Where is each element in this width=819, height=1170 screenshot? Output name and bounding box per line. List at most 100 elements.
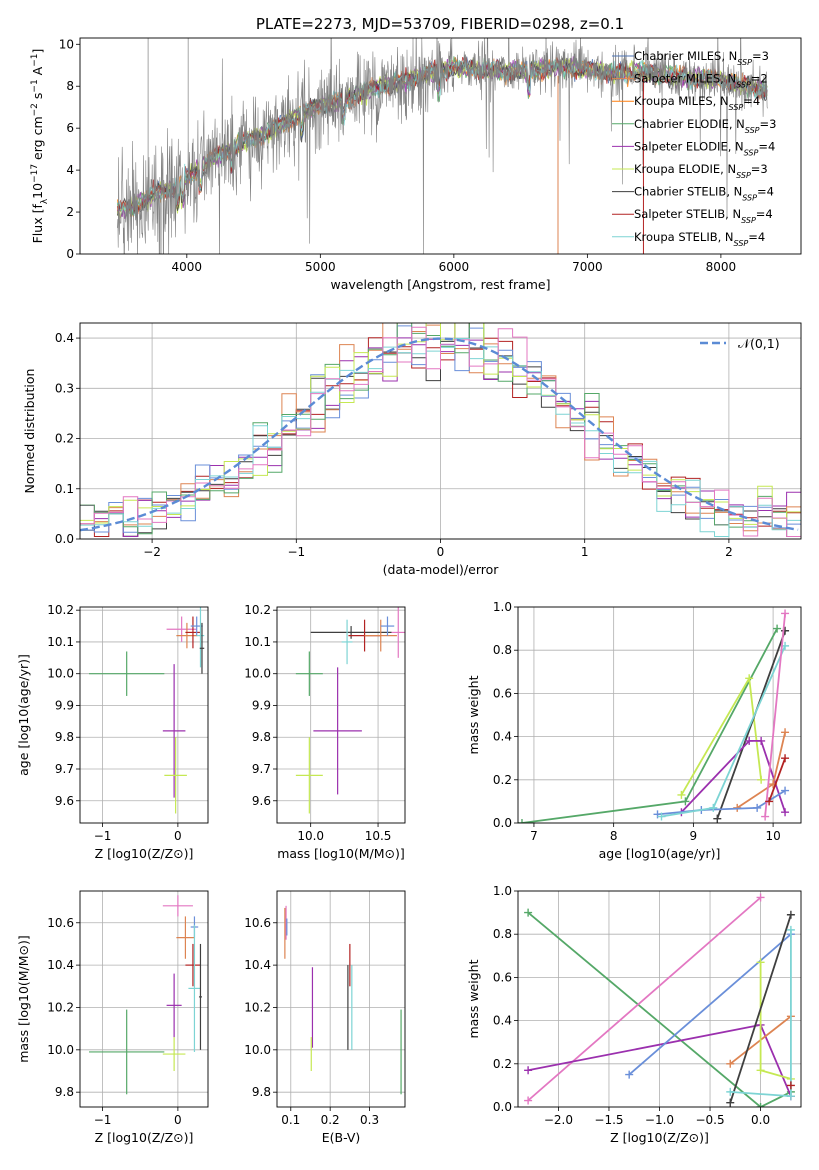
y-tick-label: 9.9 <box>55 698 74 712</box>
legend-label: Kroupa MILES, NSSP=4 <box>634 94 760 112</box>
y-tick-label: 10.1 <box>47 635 74 649</box>
weight-marker <box>781 626 790 635</box>
y-axis-label: Normed distribution <box>22 369 37 494</box>
y-axis-label: Flux [fλ10−17 erg cm−2 s−1 A−1] <box>30 49 50 244</box>
axes-frame <box>79 890 209 1108</box>
data-point <box>162 664 186 798</box>
y-tick-label: 9.6 <box>252 794 271 808</box>
y-tick-label: 0.2 <box>493 773 512 787</box>
panel-weight-vs-age: 7 8 9 10 0.0 0.2 0.4 0.6 0.8 1.0 age [log10(age/yr… <box>466 600 802 861</box>
axes-frame <box>79 322 802 540</box>
y-tick-label: 0.8 <box>493 927 512 941</box>
data-point <box>176 622 198 649</box>
x-tick-label: −1 <box>94 1113 112 1127</box>
plot-area <box>116 38 768 254</box>
weight-marker <box>756 958 765 967</box>
y-tick-label: 9.8 <box>252 730 271 744</box>
observed-spectrum <box>117 38 768 254</box>
plot-area <box>518 609 790 823</box>
x-tick-label: −1.0 <box>645 1113 674 1127</box>
x-tick-label: 8000 <box>706 260 737 274</box>
legend-label: Salpeter MILES, NSSP=2 <box>634 72 768 90</box>
y-tick-label: 0 <box>66 247 74 261</box>
histogram-series-8 <box>80 326 801 537</box>
y-tick-label: 0.6 <box>493 970 512 984</box>
data-point <box>310 626 392 639</box>
weight-line <box>716 630 786 820</box>
legend-label: Kroupa STELIB, NSSP=4 <box>634 230 765 248</box>
data-point <box>166 616 197 642</box>
y-tick-label: 0.4 <box>55 331 74 345</box>
y-tick-label: 10.0 <box>244 667 271 681</box>
data-point <box>89 1009 165 1095</box>
data-point <box>198 943 202 1050</box>
x-axis-label: wavelength [Angstrom, rest frame] <box>330 277 550 292</box>
plot-area <box>89 895 202 1095</box>
y-tick-label: 9.7 <box>55 762 74 776</box>
y-tick-label: 10.2 <box>244 1000 271 1014</box>
plot-area <box>284 905 402 1095</box>
weight-marker <box>745 674 754 683</box>
weight-series-1 <box>524 893 765 1105</box>
data-point <box>188 924 201 1052</box>
x-tick-label: −1 <box>287 545 305 559</box>
x-tick-label: 7000 <box>572 260 603 274</box>
x-axis-label: Z [log10(Z/Z⊙)] <box>95 846 194 861</box>
panel-residuals: −2 −1 0 1 2 0.0 0.1 0.2 0.3 0.4 (data-model)/error… <box>22 322 802 577</box>
data-point <box>162 895 193 917</box>
y-tick-label: 10.0 <box>47 667 74 681</box>
weight-line <box>628 933 792 1076</box>
x-tick-label: 10 <box>765 829 780 843</box>
y-tick-label: 1.0 <box>493 884 512 898</box>
weight-series-7 <box>761 609 790 821</box>
x-tick-label: −1 <box>94 829 112 843</box>
x-axis-label: E(B-V) <box>322 1130 361 1145</box>
weight-line <box>764 613 786 817</box>
weight-marker <box>726 1087 735 1096</box>
legend-label: Salpeter ELODIE, NSSP=4 <box>634 139 775 157</box>
y-tick-label: 9.8 <box>55 1085 74 1099</box>
y-tick-label: 9.7 <box>252 762 271 776</box>
x-tick-label: 0.1 <box>281 1113 300 1127</box>
data-point <box>196 607 205 668</box>
data-point <box>164 737 187 814</box>
weight-series-8 <box>786 1081 795 1090</box>
weight-marker <box>765 797 774 806</box>
weight-marker <box>677 790 686 799</box>
histogram-series-5 <box>80 323 801 537</box>
data-point <box>176 916 195 959</box>
weight-series-2 <box>713 626 790 823</box>
y-tick-label: 0.0 <box>493 1100 512 1114</box>
y-tick-label: 10.1 <box>244 635 271 649</box>
y-tick-label: 10.2 <box>47 603 74 617</box>
weight-series-6 <box>657 641 790 821</box>
weight-marker <box>681 797 690 806</box>
axes-frame <box>517 606 802 824</box>
axes-frame <box>276 890 406 1108</box>
legend-label: Chabrier STELIB, NSSP=4 <box>634 185 774 203</box>
weight-marker <box>781 609 790 618</box>
weight-marker <box>756 1103 765 1107</box>
axes-frame <box>79 37 802 255</box>
weight-line <box>521 628 778 823</box>
y-tick-label: 10.4 <box>244 958 271 972</box>
y-tick-label: 2 <box>66 205 74 219</box>
normal-curve <box>80 337 799 532</box>
data-point <box>364 619 397 652</box>
weight-marker <box>756 1066 765 1075</box>
weight-marker <box>773 624 782 633</box>
x-tick-label: −1.5 <box>594 1113 623 1127</box>
weight-marker <box>756 893 765 902</box>
weight-marker <box>657 812 666 821</box>
data-point <box>295 651 323 696</box>
y-tick-label: 0.1 <box>55 482 74 496</box>
panel-mass-vs-Z: −1 0 9.8 10.0 10.2 10.4 10.6 Z [log10(Z/Z⊙)] mas… <box>16 890 209 1145</box>
weight-marker <box>524 908 533 917</box>
x-tick-label: 10.5 <box>365 829 392 843</box>
x-tick-label: 0 <box>437 545 445 559</box>
y-axis-label: mass weight <box>466 959 481 1038</box>
weight-marker <box>524 1066 533 1075</box>
data-point <box>162 1037 186 1071</box>
weight-line <box>768 757 786 802</box>
weight-marker <box>709 803 718 812</box>
